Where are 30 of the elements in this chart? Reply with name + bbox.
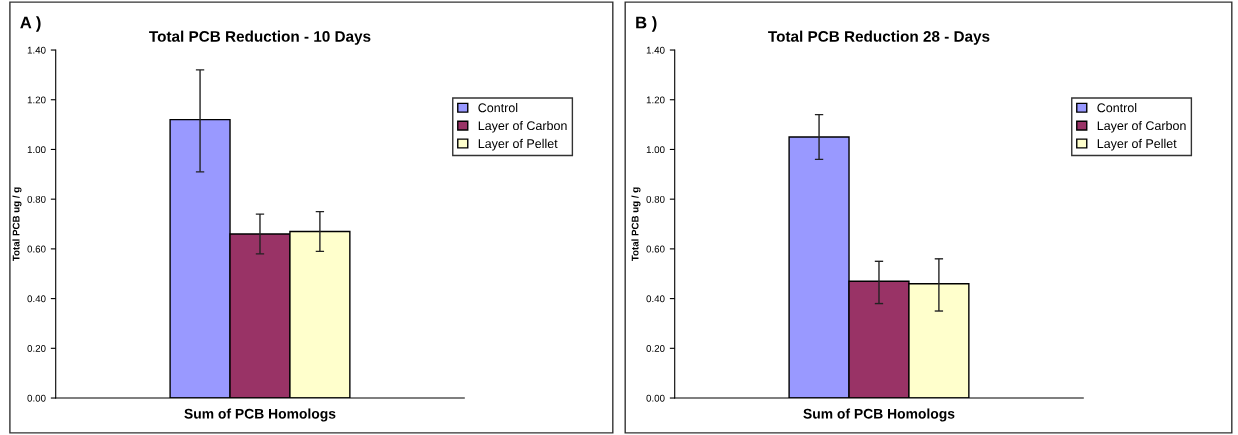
chart-title: Total PCB Reduction 28 - Days <box>768 30 990 45</box>
y-tick-label: 0.40 <box>27 295 46 303</box>
text: A ) <box>20 16 41 32</box>
y-tick-label: 0.80 <box>646 195 665 203</box>
legend-label: Layer of Pellet <box>478 138 558 151</box>
y-tick-label: 0.60 <box>646 245 665 253</box>
legend-label: Control <box>1097 103 1137 113</box>
legend-label: Layer of Pellet <box>1097 138 1177 151</box>
y-tick-label: 0.00 <box>646 394 665 402</box>
y-tick-label: 1.40 <box>27 46 46 54</box>
chart-title: Total PCB Reduction - 10 Days <box>149 30 371 45</box>
y-tick-label: 1.00 <box>646 146 665 154</box>
legend-label: Layer of Carbon <box>478 120 567 133</box>
y-tick-label: 1.00 <box>27 146 46 154</box>
y-axis-title: Total PCB ug / g <box>12 187 22 262</box>
x-axis-title: Sum of PCB Homologs <box>184 408 336 422</box>
legend-label: Layer of Carbon <box>1097 120 1186 133</box>
y-tick-label: 1.20 <box>646 96 665 104</box>
text: B ) <box>636 16 657 32</box>
legend-label: Control <box>478 103 518 113</box>
y-tick-label: 0.20 <box>27 345 46 352</box>
y-tick-label: 0.00 <box>27 394 46 402</box>
y-tick-label: 1.40 <box>646 46 665 54</box>
y-tick-label: 0.80 <box>27 195 46 203</box>
x-axis-title: Sum of PCB Homologs <box>803 408 955 422</box>
y-tick-label: 0.40 <box>646 295 665 303</box>
y-tick-label: 0.20 <box>646 345 665 352</box>
y-tick-label: 1.20 <box>27 96 46 104</box>
y-tick-label: 0.60 <box>27 245 46 253</box>
y-axis-title: Total PCB ug / g <box>631 187 641 262</box>
